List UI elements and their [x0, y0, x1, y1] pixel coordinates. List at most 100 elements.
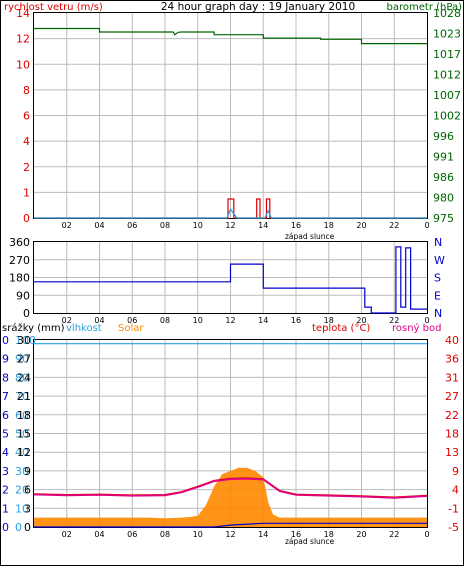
x-tick-0-1: 04: [94, 221, 104, 230]
x-tick-0-4: 10: [193, 221, 203, 230]
temp-right-tick-3: 27: [445, 390, 459, 403]
x-tick-0-10: 22: [389, 221, 399, 230]
series-layer: [33, 27, 428, 528]
x-tick-1-2: 06: [127, 316, 137, 325]
wind-tick-5: 8: [23, 84, 30, 97]
rain-tick-7: 7: [2, 390, 9, 403]
pressure-tick-0: 975: [433, 212, 454, 225]
x-tick-2-4: 10: [193, 530, 203, 539]
temp-hidden-tick-7: 27: [16, 390, 30, 403]
rain-legend: srážky (mm): [2, 322, 65, 334]
temp-hidden-tick-0: -5: [19, 521, 30, 534]
x-tick-1-11: 0: [424, 316, 429, 325]
x-tick-0-11: 0: [424, 221, 429, 230]
temperature-legend: teplota (°C): [312, 323, 370, 334]
pressure-tick-3: 991: [433, 151, 454, 164]
pressure-tick-7: 1012: [433, 69, 461, 82]
x-tick-2-6: 14: [258, 530, 268, 539]
x-tick-1-0: 02: [62, 316, 72, 325]
temp-right-tick-9: -1: [448, 502, 459, 515]
dewpoint-legend: rosný bod: [392, 322, 441, 334]
pressure-tick-9: 1023: [433, 28, 461, 41]
temp-hidden-tick-3: 9: [23, 465, 30, 478]
temp-right-tick-8: 4: [452, 484, 459, 497]
wind-tick-0: 0: [23, 212, 30, 225]
humidity-tick-5: 50: [15, 428, 29, 441]
x-tick-2-7: 16: [291, 530, 301, 539]
pressure-tick-2: 986: [433, 171, 454, 184]
x-tick-2-1: 04: [94, 530, 104, 539]
compass-tick-3: W: [434, 254, 445, 267]
solar-tick-4: 12: [17, 446, 31, 459]
x-tick-2-8: 18: [324, 530, 334, 539]
rain-tick-0: 0: [2, 521, 9, 534]
humidity-legend: vlhkost: [66, 323, 102, 334]
x-tick-1-1: 04: [94, 316, 104, 325]
solar-tick-6: 18: [17, 409, 31, 422]
wind-tick-8: 14: [16, 7, 30, 20]
direction-tick-3: 270: [9, 254, 30, 267]
wind-tick-6: 10: [16, 58, 30, 71]
temp-right-tick-6: 13: [445, 446, 459, 459]
x-tick-0-8: 18: [324, 221, 334, 230]
solar-tick-5: 15: [17, 428, 31, 441]
humidity-tick-10: 100: [15, 334, 36, 347]
x-tick-2-3: 08: [160, 530, 170, 539]
rain-tick-8: 8: [2, 371, 9, 384]
x-tick-0-2: 06: [127, 221, 137, 230]
compass-tick-1: E: [434, 289, 441, 302]
temp-right-tick-1: 36: [445, 353, 459, 366]
chart-title: 24 hour graph day : 19 January 2010: [161, 1, 355, 13]
rain-tick-4: 4: [2, 446, 9, 459]
sunset-label-bottom: západ slunce: [285, 537, 335, 546]
solar-tick-2: 6: [24, 484, 31, 497]
x-tick-1-4: 10: [193, 316, 203, 325]
solar-legend: Solar: [118, 323, 144, 334]
sunset-label-top: západ slunce: [285, 232, 335, 241]
rain-tick-5: 5: [2, 428, 9, 441]
pressure-tick-1: 980: [433, 192, 454, 205]
wind-tick-7: 12: [16, 33, 30, 46]
pressure-tick-10: 1028: [433, 7, 461, 20]
x-tick-2-2: 06: [127, 530, 137, 539]
temp-hidden-tick-10: 40: [16, 334, 30, 347]
x-tick-0-9: 20: [356, 221, 366, 230]
wind-tick-2: 2: [23, 161, 30, 174]
temp-hidden-tick-1: -1: [19, 502, 30, 515]
temp-right-tick-2: 31: [445, 371, 459, 384]
compass-tick-2: S: [434, 272, 441, 285]
x-tick-0-3: 08: [160, 221, 170, 230]
temp-right-tick-10: -5: [448, 521, 459, 534]
x-tick-2-0: 02: [62, 530, 72, 539]
series-line-direction: [34, 246, 427, 314]
wind-speed-axis-title: rychlost vetru (m/s): [4, 2, 103, 13]
temp-hidden-tick-9: 36: [16, 353, 30, 366]
rain-tick-1: 1: [2, 502, 9, 515]
series-line-rain: [34, 522, 427, 528]
direction-tick-1: 90: [16, 289, 30, 302]
rain-tick-9: 9: [2, 353, 9, 366]
solar-tick-10: 30: [17, 334, 31, 347]
humidity-tick-3: 30: [15, 465, 29, 478]
series-area-solar: [34, 467, 427, 527]
temp-hidden-tick-8: 31: [16, 371, 30, 384]
pressure-tick-6: 1007: [433, 89, 461, 102]
direction-tick-2: 180: [9, 272, 30, 285]
x-tick-0-7: 16: [291, 221, 301, 230]
temp-right-tick-4: 22: [445, 409, 459, 422]
axis-labels: 02 04 06 08 10 12 14 16 18 20 22 002 04 06 08 10 12 14 16 1…: [0, 7, 461, 539]
x-tick-1-7: 16: [291, 316, 301, 325]
series-line-wind: [34, 198, 427, 219]
grid-lines: [34, 13, 427, 527]
rain-tick-2: 2: [2, 484, 9, 497]
solar-tick-7: 21: [17, 390, 31, 403]
x-tick-2-11: 0: [424, 530, 429, 539]
compass-tick-4: N: [434, 236, 442, 249]
humidity-tick-7: 70: [15, 390, 29, 403]
humidity-tick-9: 90: [15, 353, 29, 366]
x-tick-2-9: 20: [356, 530, 366, 539]
x-tick-1-3: 08: [160, 316, 170, 325]
x-tick-1-10: 22: [389, 316, 399, 325]
